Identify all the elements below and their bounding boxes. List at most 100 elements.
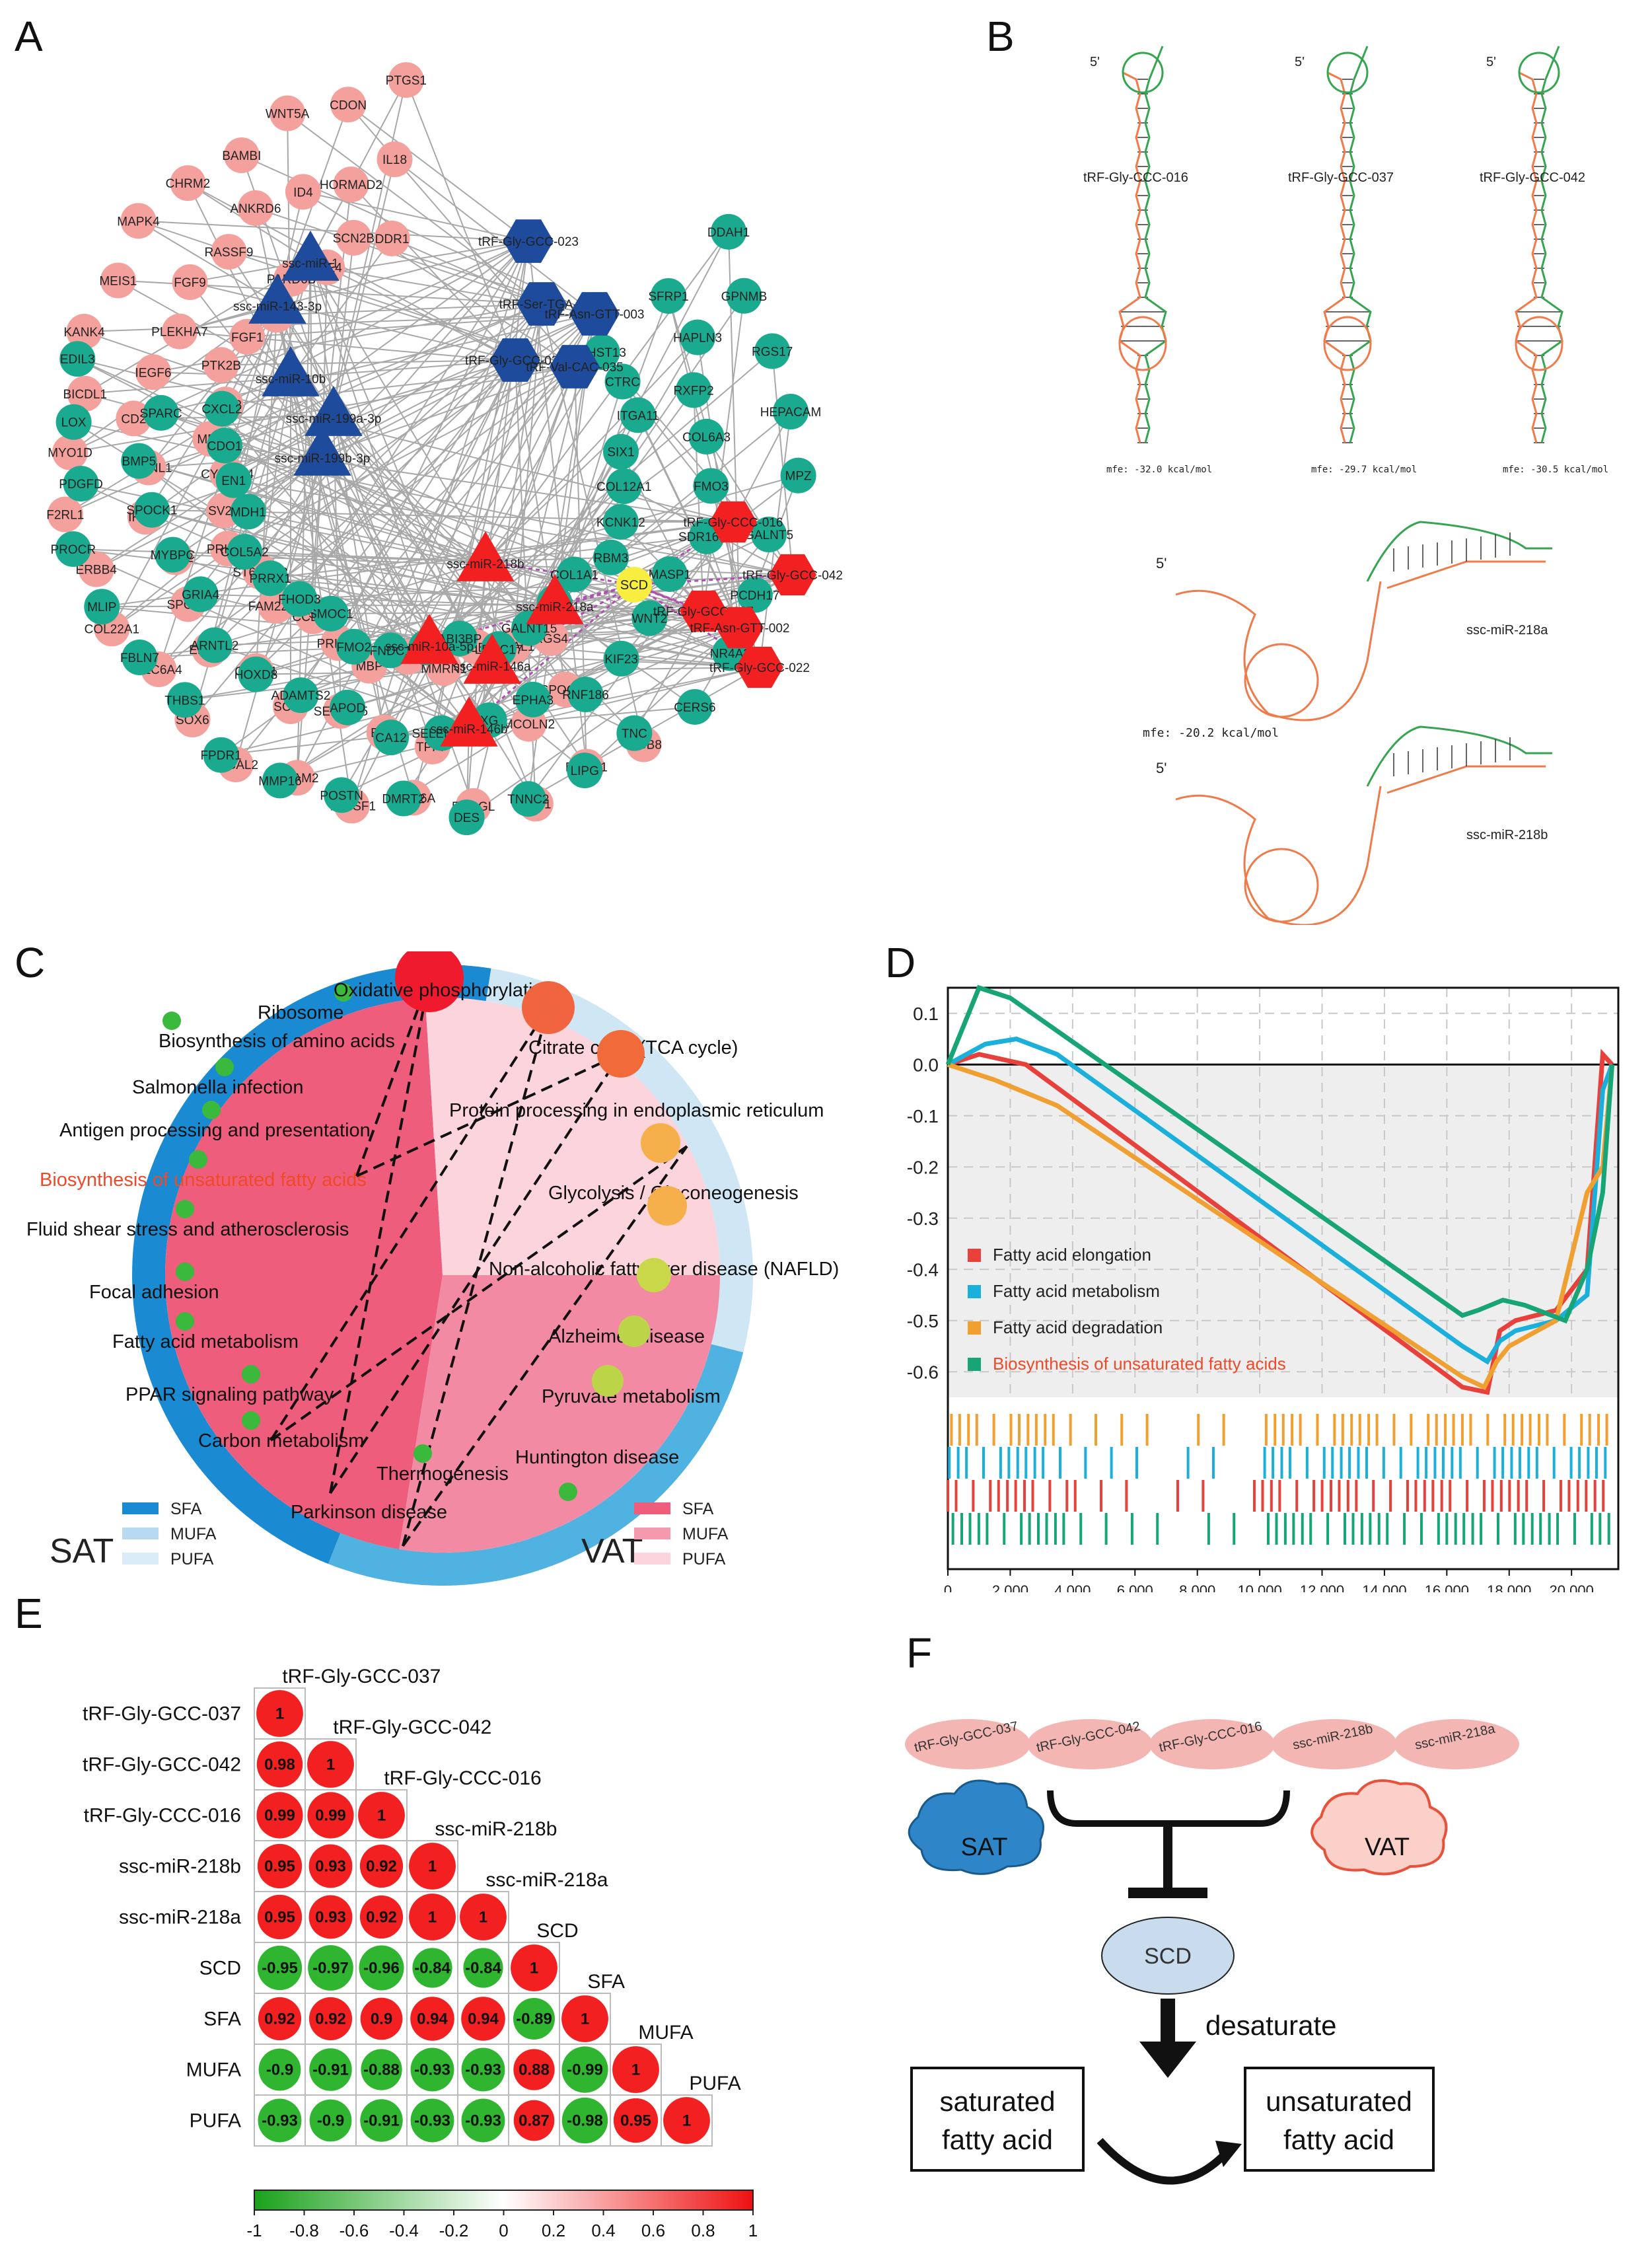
colorbar-tick: 0.2 — [542, 2221, 565, 2240]
node-label: ssc-miR-146a — [453, 660, 531, 674]
network-edge — [118, 279, 291, 377]
five-prime-label: 5' — [1156, 555, 1167, 571]
node-label: RBM3 — [594, 552, 629, 566]
corr-circle — [410, 2098, 454, 2143]
pathway-bubble — [641, 1123, 680, 1163]
node-label: MAPK4 — [117, 215, 160, 229]
network-node: KCNK12 — [596, 503, 645, 540]
mirna-node: ssc-miR-146a — [453, 634, 531, 684]
network-edge — [429, 486, 625, 645]
legend-swatch — [122, 1553, 159, 1565]
pathway-bubble — [647, 1186, 687, 1226]
network-edge — [350, 184, 516, 361]
corr-value: 0.87 — [519, 2112, 550, 2130]
x-tick-label: 20,000 — [1550, 1582, 1594, 1592]
legend-swatch — [634, 1528, 670, 1539]
box-text: saturated — [939, 2086, 1055, 2117]
network-node: ITGA11 — [617, 397, 659, 433]
network-node: MMP16 — [258, 762, 302, 799]
pathway-label-right: Huntington disease — [515, 1447, 679, 1468]
corr-circle — [359, 1844, 404, 1888]
sat-pie — [164, 998, 443, 1549]
row-label: ssc-miR-218a — [119, 1907, 241, 1929]
node-label: PDGFD — [59, 478, 103, 492]
network-node: COL6A3 — [682, 418, 731, 455]
network-node: PROCR — [50, 531, 96, 568]
node-label: tRF-Asn-GTT-003 — [545, 308, 645, 322]
arrow-label: desaturate — [1205, 2010, 1336, 2041]
hairpin-mfe: mfe: -30.5 kcal/mol — [1503, 464, 1608, 475]
pathway-bubble — [522, 981, 575, 1034]
x-tick-label: 8,000 — [1179, 1582, 1215, 1592]
corr-circle — [308, 1997, 353, 2041]
node-label: MEIS1 — [99, 274, 137, 288]
corr-value: 0.92 — [366, 1909, 397, 1927]
mirna-node: ssc-miR-1 — [281, 231, 340, 281]
corr-value: -0.93 — [262, 2112, 298, 2130]
pathway-label-left: Biosynthesis of unsaturated fatty acids — [40, 1169, 367, 1191]
network-node: PTGS1 — [386, 62, 427, 98]
network-edge — [310, 260, 314, 616]
network-edge — [145, 240, 529, 517]
network-node: APOD — [330, 689, 366, 725]
trf-node: tRF-Asn-GTT-003 — [545, 292, 645, 336]
node-label: FHOD3 — [278, 593, 320, 607]
corr-circle — [258, 2098, 302, 2143]
network-edge — [145, 366, 575, 518]
panel-label-a: A — [15, 13, 43, 60]
corr-value: 0.98 — [264, 1756, 295, 1774]
colorbar — [254, 2190, 754, 2211]
y-tick-label: -0.3 — [907, 1208, 939, 1229]
mirna-node: ssc-miR-218a — [516, 574, 594, 624]
network-node: COL12A1 — [596, 468, 651, 504]
node-label: MLIP — [87, 601, 116, 614]
node-label: tRF-Gly-GCC-042 — [742, 569, 843, 583]
corr-value: 0.95 — [620, 2112, 651, 2130]
node-label: GALNT15 — [501, 622, 557, 636]
five-prime-label: 5' — [1486, 55, 1496, 69]
corr-circle — [256, 1741, 303, 1788]
sat-cloud — [908, 1779, 1044, 1875]
corr-circle — [612, 2046, 659, 2093]
network-node: CA12 — [373, 719, 410, 756]
network-node: IEGF6 — [135, 354, 171, 390]
node-label: MDH1 — [231, 505, 266, 519]
node-label: LOX — [61, 416, 87, 430]
node-label: MMRN1 — [421, 662, 467, 676]
col-label: MUFA — [638, 2022, 693, 2044]
node-label: GPNMB — [721, 290, 768, 304]
network-node: PLEKHA7 — [151, 313, 208, 350]
network-edge — [233, 479, 793, 575]
corr-value: 0.95 — [264, 1909, 295, 1927]
corr-circle — [258, 2048, 301, 2091]
pathway-dot — [189, 1150, 207, 1169]
network-edge — [179, 240, 529, 332]
node-label: ssc-miR-143-3p — [233, 300, 322, 314]
corr-value: 1 — [479, 1909, 487, 1927]
colorbar-tick: 0.8 — [691, 2221, 715, 2240]
corr-circle — [256, 1792, 303, 1839]
node-label: MASP1 — [649, 568, 691, 582]
pathway-bubble — [637, 1258, 671, 1292]
col-label: ssc-miR-218a — [485, 1869, 608, 1891]
legend-label: SFA — [682, 1500, 714, 1518]
node-label: NR4A3 — [710, 647, 750, 661]
node-label: tRF-Val-CAC-035 — [526, 361, 623, 375]
node-label: SPOCK1 — [126, 504, 177, 518]
corr-circle — [257, 1894, 303, 1940]
pathway-dot — [202, 1101, 221, 1119]
corr-circle — [258, 1997, 302, 2041]
panel-label-e: E — [15, 1590, 43, 1637]
corr-value: 0.99 — [315, 1807, 346, 1825]
hairpin-vertical: 5' tRF-Gly-GCC-042 mfe: -30.5 kcal/mol — [1480, 46, 1608, 475]
pathway-dot — [162, 1012, 181, 1030]
corr-circle — [358, 1792, 405, 1839]
corr-value: -0.91 — [312, 2061, 349, 2079]
node-label: ssc-miR-199b-3p — [275, 452, 371, 466]
node-label: WNT5A — [266, 108, 310, 122]
network-edge — [287, 112, 542, 305]
node-label: CA12 — [375, 731, 407, 745]
node-label: CERS6 — [674, 701, 715, 715]
node-label: COL22A1 — [85, 622, 139, 636]
box-text: unsaturated — [1266, 2086, 1412, 2117]
